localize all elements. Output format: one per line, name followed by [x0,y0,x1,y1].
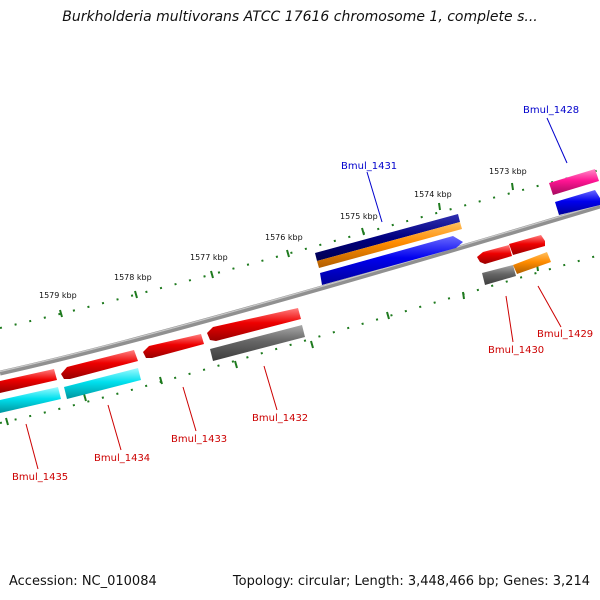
tick-label-1578: 1578 kbp [114,273,152,282]
inner-tick-ring [0,254,600,424]
accession-text: Accession: NC_010084 [9,574,157,589]
major-ticks-upper [59,182,514,318]
gene-label-bmul-1433[interactable]: Bmul_1433 [171,434,227,445]
gene-bmul-1431[interactable] [315,214,463,285]
gene-bmul-1429[interactable] [509,235,551,274]
gene-bmul-1432[interactable] [207,308,305,361]
leader-lines [25,117,568,470]
tick-label-1576: 1576 kbp [265,233,303,242]
gene-label-bmul-1428[interactable]: Bmul_1428 [523,105,579,116]
tick-label-1574: 1574 kbp [414,190,452,199]
map-title: Burkholderia multivorans ATCC 17616 chro… [62,9,538,25]
tick-label-1577: 1577 kbp [190,253,228,262]
chromosome-backbone [0,203,600,376]
gene-bmul-1430[interactable] [477,245,516,285]
gene-bmul-1433[interactable] [143,334,204,358]
gene-bmul-1428[interactable] [549,169,600,215]
gene-label-bmul-1431[interactable]: Bmul_1431 [341,161,397,172]
gene-bmul-1435[interactable] [0,369,61,413]
gene-label-bmul-1434[interactable]: Bmul_1434 [94,453,150,464]
gene-bmul-1434[interactable] [61,350,141,399]
gene-label-bmul-1430[interactable]: Bmul_1430 [488,345,544,356]
gene-label-bmul-1432[interactable]: Bmul_1432 [252,413,308,424]
topology-summary: Topology: circular; Length: 3,448,466 bp… [232,574,590,589]
gene-label-bmul-1429[interactable]: Bmul_1429 [537,329,593,340]
gene-label-bmul-1435[interactable]: Bmul_1435 [12,472,68,483]
tick-label-1575: 1575 kbp [340,212,378,221]
tick-label-1573: 1573 kbp [489,167,527,176]
tick-label-1579: 1579 kbp [39,291,77,300]
